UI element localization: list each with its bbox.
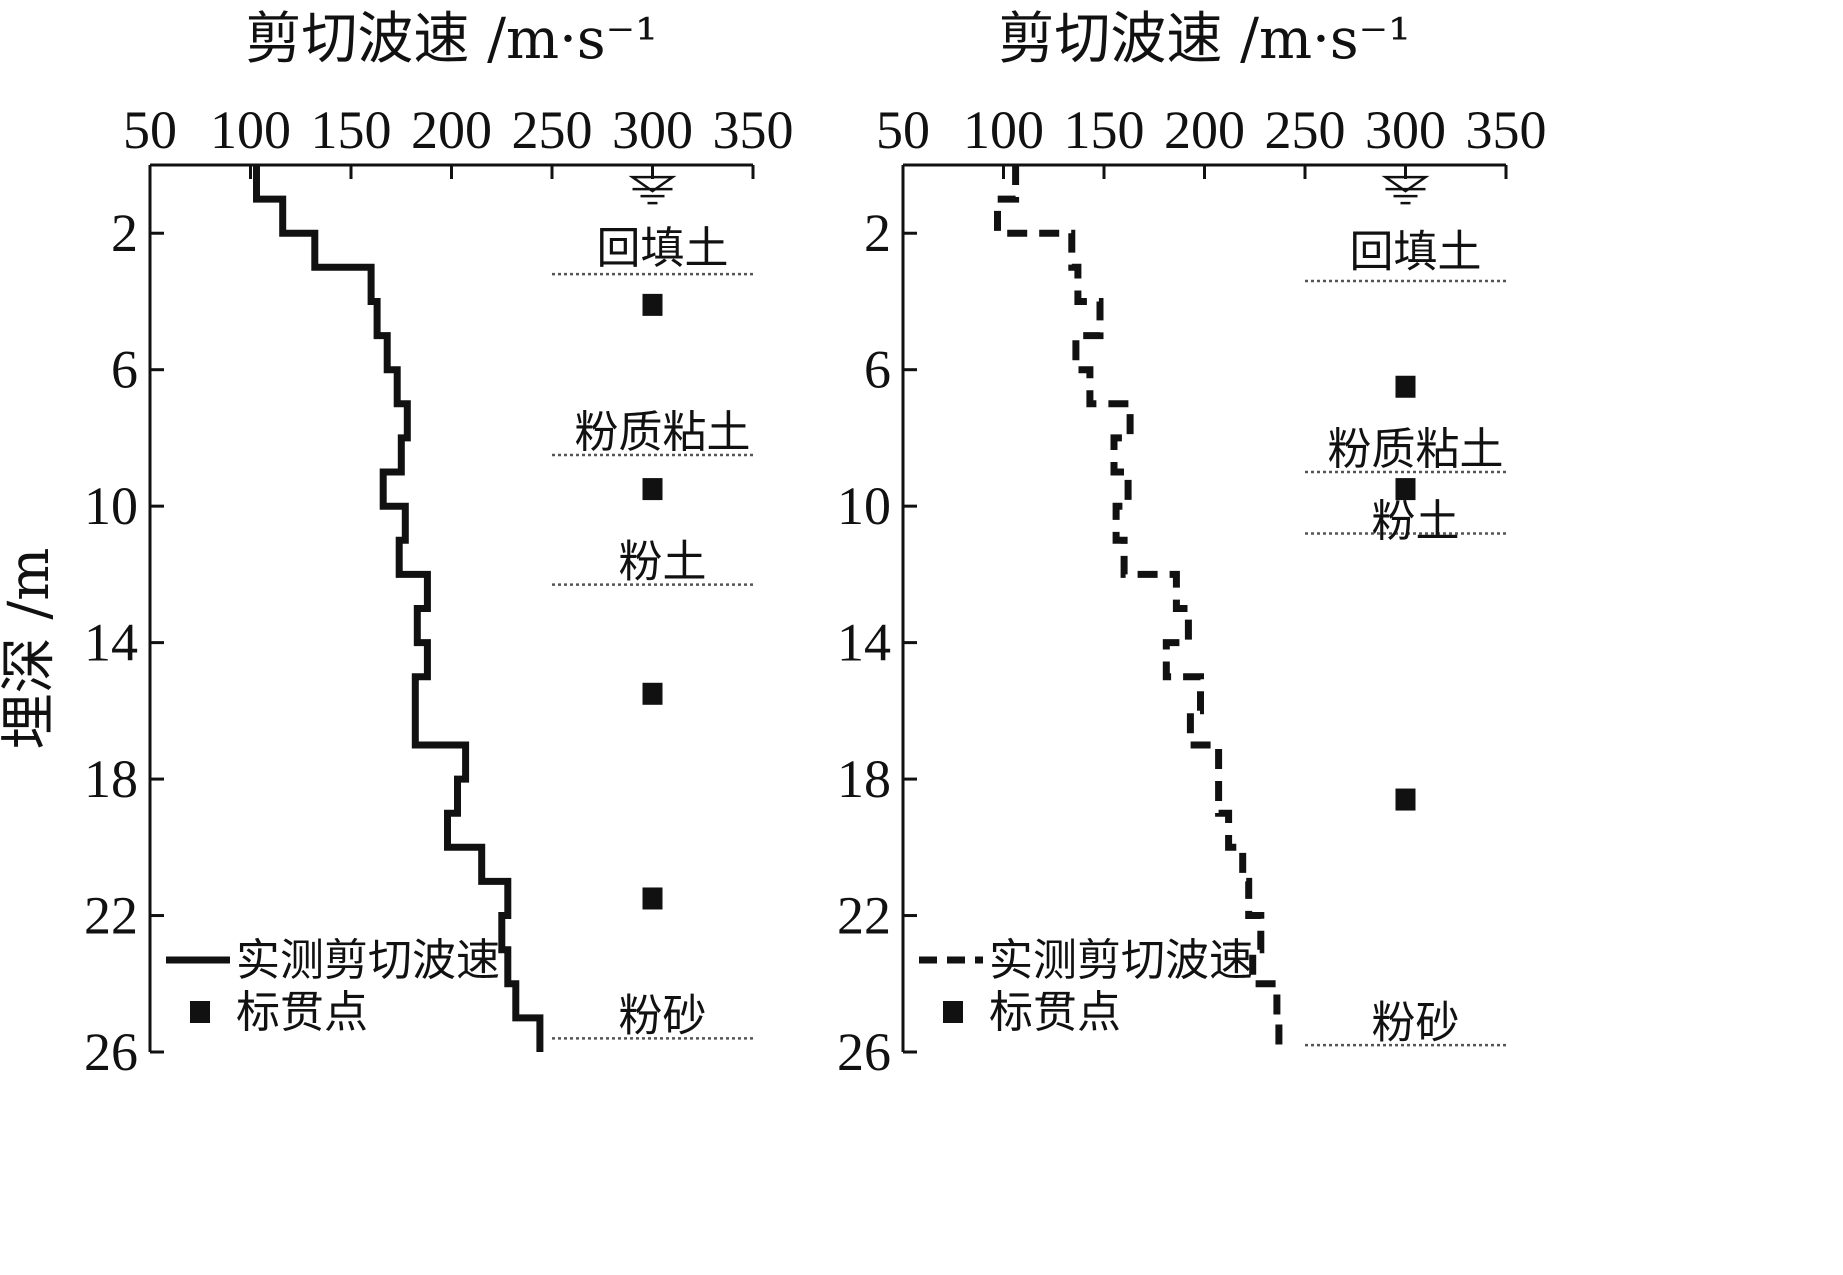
x-tick-label: 50 xyxy=(876,100,930,160)
spt-point-marker xyxy=(642,682,663,705)
y-tick-label: 6 xyxy=(864,340,891,400)
y-tick-label: 26 xyxy=(84,1022,138,1082)
x-tick-label: 50 xyxy=(123,100,177,160)
y-tick-label: 6 xyxy=(111,340,138,400)
axes xyxy=(901,163,1508,1054)
y-tick-label: 18 xyxy=(837,749,891,809)
spt-point-marker xyxy=(1395,788,1416,811)
x-tick-label: 250 xyxy=(512,100,593,160)
layer-label: 粉砂 xyxy=(619,990,707,1041)
y-tick-label: 10 xyxy=(84,476,138,536)
y-tick-label: 26 xyxy=(837,1022,891,1082)
panel-right: 剪切波速 /m·s⁻¹ 50 100 150 200 250 300 35026101418… xyxy=(837,7,1547,1082)
y-tick-label: 14 xyxy=(84,613,138,673)
x-tick-label: 150 xyxy=(1064,100,1145,160)
y-tick-label: 22 xyxy=(84,886,138,946)
spt-point-marker xyxy=(1395,478,1416,501)
spt-point-marker xyxy=(1395,375,1416,398)
legend: 实测剪切波速 标贯点 xyxy=(919,935,1253,1038)
wave-velocity-line xyxy=(253,165,544,1052)
legend-label-wave-velocity: 实测剪切波速 xyxy=(236,935,500,986)
x-tick-label: 300 xyxy=(612,100,693,160)
layer-label: 粉质粘土 xyxy=(575,407,751,458)
x-axis-title: 剪切波速 /m·s⁻¹ xyxy=(245,7,657,72)
water-level-icon xyxy=(628,175,677,193)
layer-label: 粉土 xyxy=(619,537,707,588)
y-tick-label: 14 xyxy=(837,613,891,673)
y-tick-label: 2 xyxy=(111,203,138,263)
legend-label-wave-velocity: 实测剪切波速 xyxy=(989,935,1253,986)
legend: 实测剪切波速 标贯点 xyxy=(166,935,500,1038)
x-tick-label: 100 xyxy=(210,100,291,160)
spt-point-marker xyxy=(642,887,663,910)
axes xyxy=(148,163,755,1054)
x-tick-label: 350 xyxy=(1466,100,1547,160)
y-tick-label: 18 xyxy=(84,749,138,809)
panel-left: 剪切波速 /m·s⁻¹ 埋深 /m 50 100 150 200 250 300 35026… xyxy=(0,7,794,1082)
y-axis-title: 埋深 /m xyxy=(0,548,62,750)
x-tick-label: 350 xyxy=(713,100,794,160)
y-tick-label: 10 xyxy=(837,476,891,536)
x-tick-label: 100 xyxy=(963,100,1044,160)
x-axis-title: 剪切波速 /m·s⁻¹ xyxy=(998,7,1410,72)
layer-label: 粉质粘土 xyxy=(1328,424,1504,475)
legend-marker-swatch xyxy=(190,1001,210,1023)
spt-point-marker xyxy=(642,293,663,316)
series-group xyxy=(253,165,663,1052)
x-tick-label: 150 xyxy=(311,100,392,160)
layer-label: 回填土 xyxy=(1350,226,1482,277)
x-tick-label: 300 xyxy=(1365,100,1446,160)
y-tick-label: 2 xyxy=(864,203,891,263)
legend-label-spt-point: 标贯点 xyxy=(989,987,1121,1038)
layer-label: 粉砂 xyxy=(1372,997,1460,1048)
legend-marker-swatch xyxy=(943,1001,963,1023)
x-tick-label: 250 xyxy=(1265,100,1346,160)
series-group xyxy=(994,165,1416,1052)
x-tick-label: 200 xyxy=(1164,100,1245,160)
legend-label-spt-point: 标贯点 xyxy=(236,987,368,1038)
x-tick-label: 200 xyxy=(411,100,492,160)
layer-label: 粉土 xyxy=(1372,496,1460,547)
wave-velocity-line xyxy=(994,165,1283,1052)
y-tick-label: 22 xyxy=(837,886,891,946)
water-level-icon xyxy=(1381,175,1430,193)
layer-label: 回填土 xyxy=(597,223,729,274)
spt-point-marker xyxy=(642,478,663,501)
